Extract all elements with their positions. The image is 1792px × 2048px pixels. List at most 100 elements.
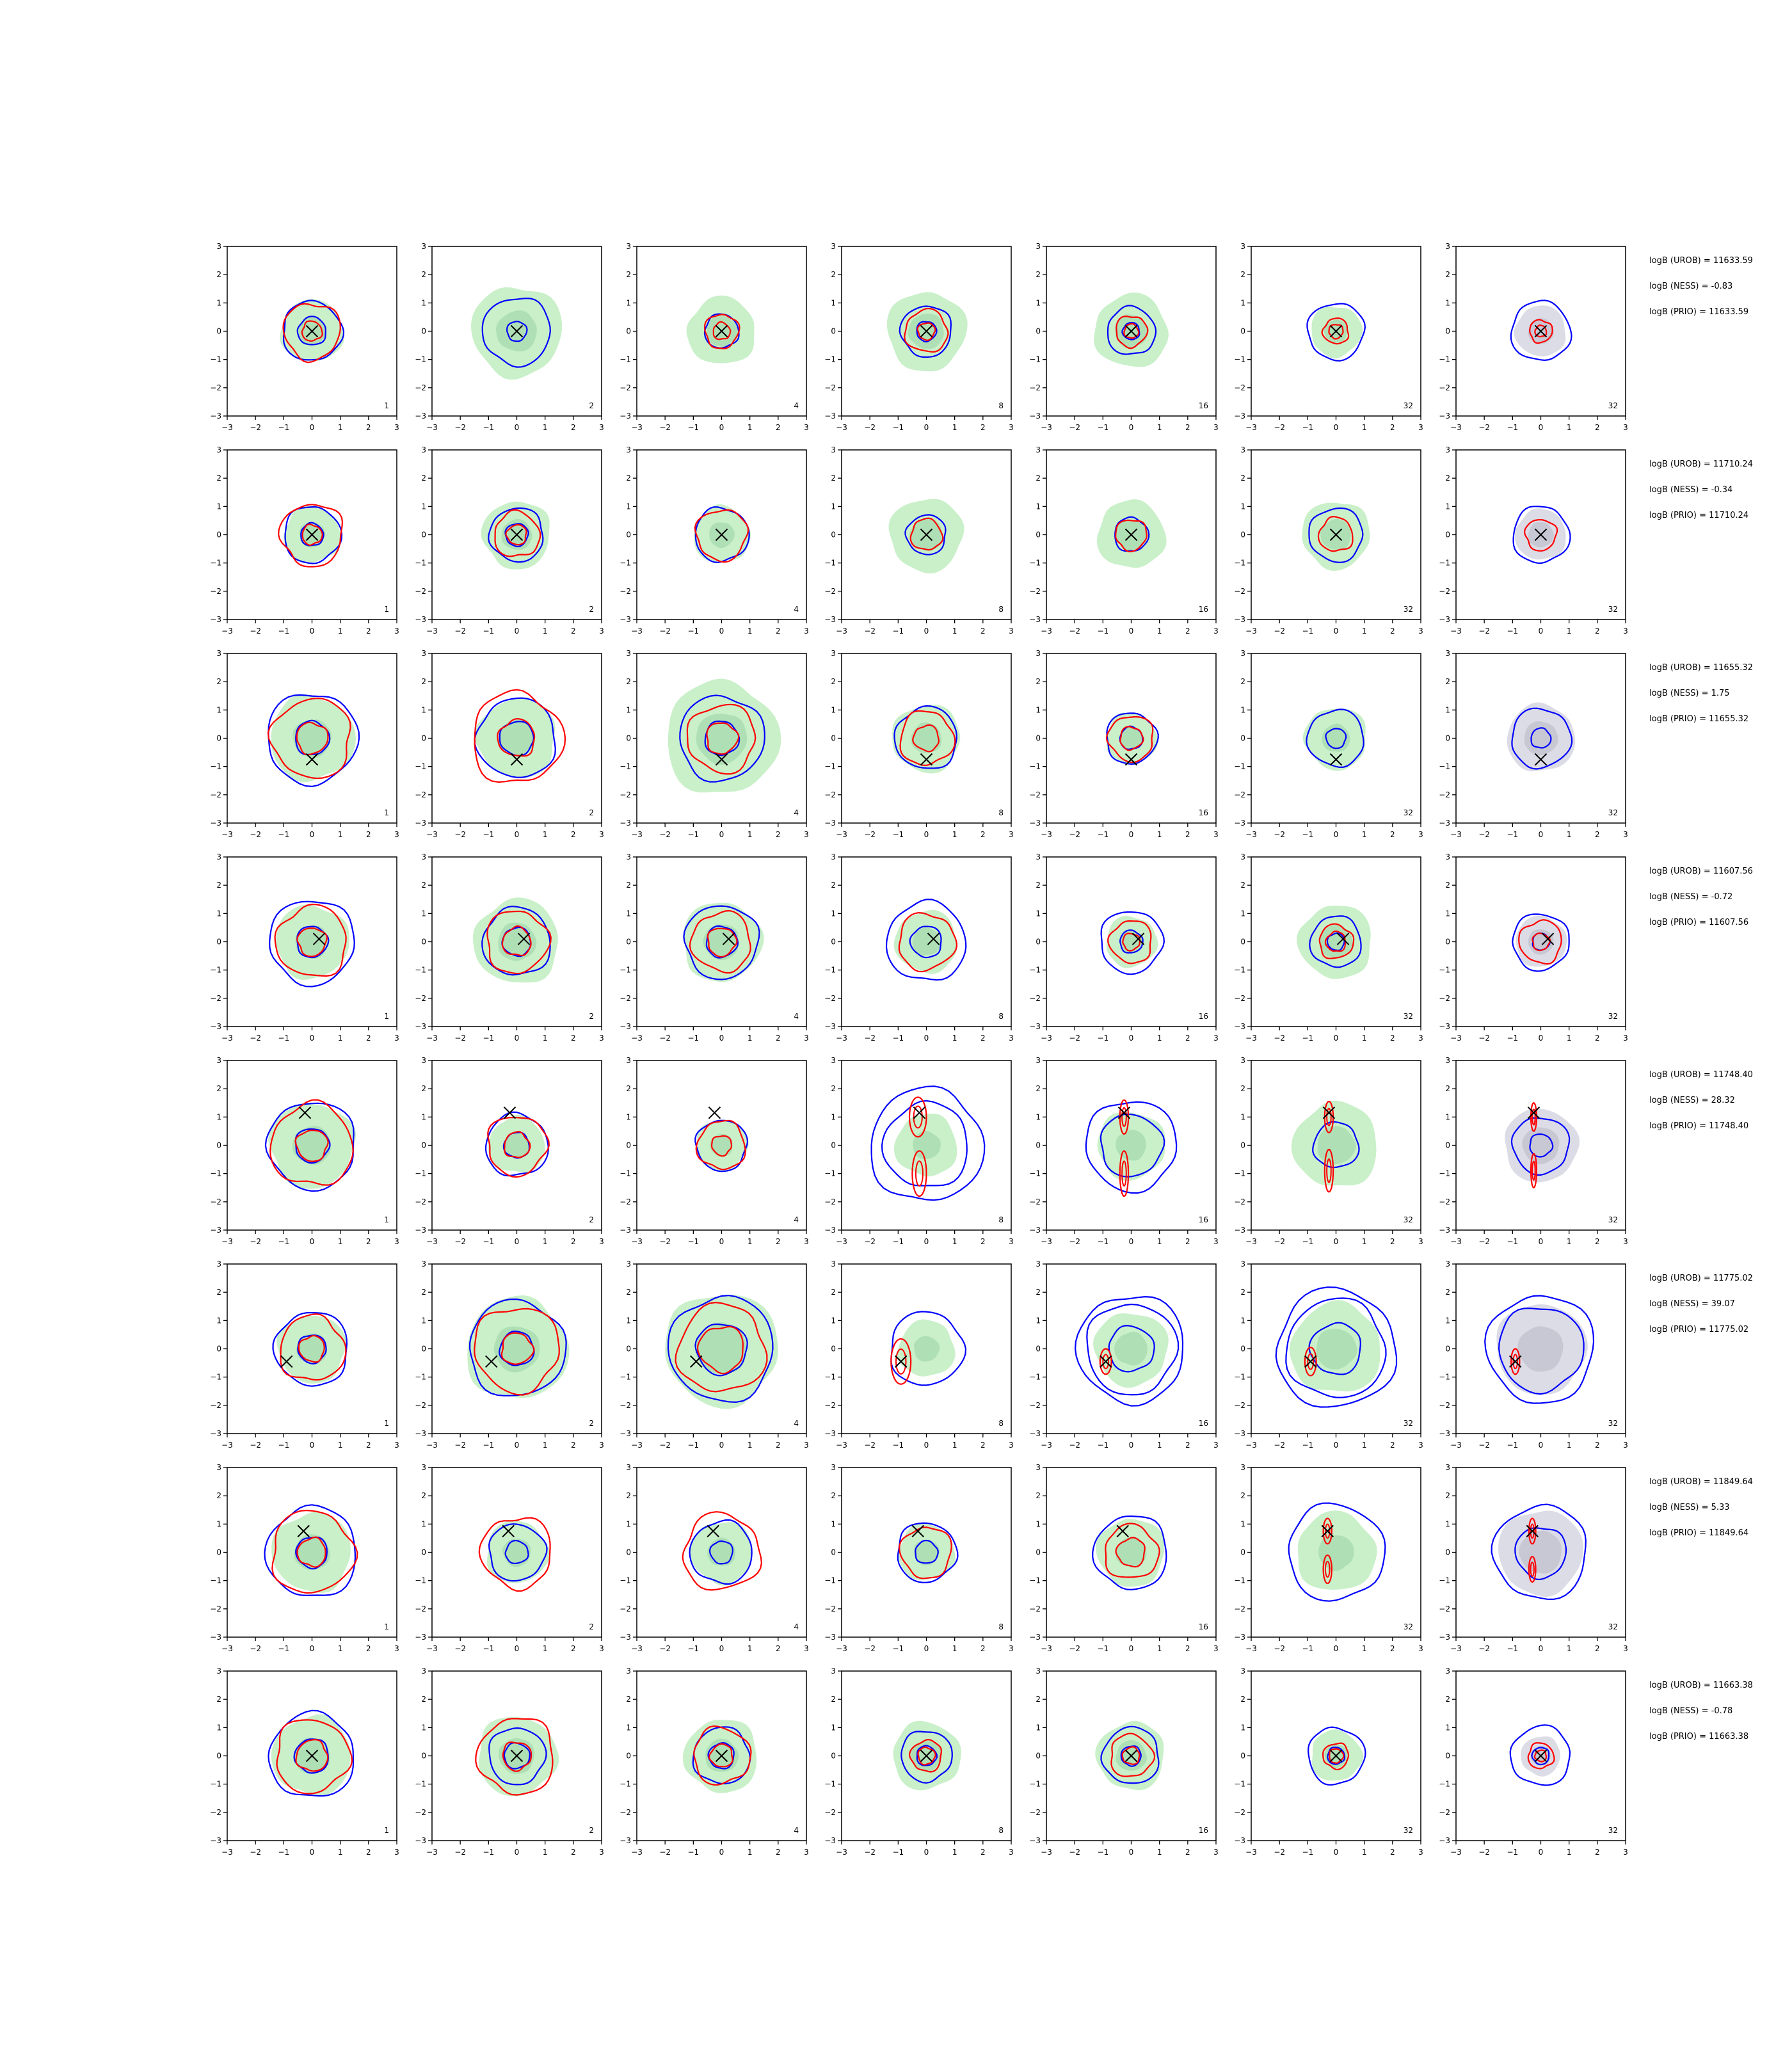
y-tick-label: −1 — [620, 355, 631, 364]
y-tick-label: 1 — [216, 1519, 221, 1528]
y-tick-label: −1 — [620, 1576, 631, 1585]
blue-contour — [499, 1330, 535, 1366]
x-tick-label: 3 — [599, 627, 604, 636]
x-tick-label: −2 — [250, 1034, 261, 1043]
x-tick-label: 0 — [1539, 627, 1544, 636]
red-contour — [1105, 716, 1154, 764]
y-tick-label: 2 — [1445, 881, 1450, 890]
panel-label: 8 — [998, 1215, 1004, 1224]
y-tick-label: −3 — [1439, 1633, 1450, 1642]
x-tick-label: 1 — [1157, 1644, 1162, 1653]
x-tick-label: −1 — [1302, 1237, 1313, 1246]
y-tick-label: 3 — [626, 1463, 631, 1472]
x-tick-label: 1 — [543, 627, 548, 636]
x-tick-label: 3 — [804, 1237, 809, 1246]
y-tick-label: 3 — [831, 1056, 836, 1065]
x-tick-label: −3 — [631, 1644, 643, 1653]
y-tick-label: 3 — [216, 242, 221, 251]
y-tick-label: −2 — [824, 1197, 836, 1206]
y-tick-label: 2 — [1036, 270, 1041, 279]
y-tick-label: −2 — [1439, 1401, 1450, 1410]
x-tick-label: −3 — [426, 627, 438, 636]
density-core — [294, 1534, 330, 1570]
y-tick-label: 2 — [1240, 1084, 1245, 1093]
blue-contour — [295, 719, 331, 756]
y-tick-label: −3 — [210, 412, 221, 420]
panel-label: 1 — [384, 401, 389, 410]
y-tick-label: 2 — [1240, 1695, 1245, 1704]
y-tick-label: 2 — [1240, 881, 1245, 890]
x-tick-label: 2 — [1390, 1644, 1395, 1653]
blue-contour — [1491, 1503, 1587, 1601]
x-tick-label: 1 — [748, 1441, 753, 1450]
blue-contour — [1514, 1527, 1567, 1581]
y-tick-label: −1 — [210, 1169, 221, 1178]
y-tick-label: 2 — [831, 881, 836, 890]
panel-label: 2 — [589, 1622, 594, 1631]
x-tick-label: −1 — [1097, 1237, 1108, 1246]
y-tick-label: 2 — [421, 881, 426, 890]
blue-contour — [1498, 1308, 1585, 1395]
red-contour — [282, 303, 341, 364]
x-tick-label: 0 — [515, 423, 520, 432]
y-tick-label: −3 — [824, 615, 836, 624]
x-tick-label: 1 — [952, 1034, 957, 1043]
density-core — [911, 722, 941, 753]
panel-label: 4 — [794, 605, 799, 614]
x-tick-label: 2 — [1390, 830, 1395, 839]
red-contour — [504, 1131, 531, 1158]
y-tick-label: −2 — [824, 1808, 836, 1817]
panel-label: 32 — [1404, 605, 1413, 614]
y-tick-label: −3 — [415, 1226, 426, 1235]
x-tick-label: 3 — [394, 1441, 399, 1450]
x-tick-label: 1 — [952, 1237, 957, 1246]
plot-area — [478, 1517, 551, 1592]
panel-r8-c4: −3−3 −2 −2 −1 −1 0 0 1 1 2 2 3 3 8 — [824, 1667, 1014, 1857]
x-tick-label: 1 — [338, 627, 343, 636]
plot-area — [1291, 1100, 1377, 1193]
x-tick-label: −1 — [1302, 627, 1313, 636]
x-tick-label: 2 — [1185, 1441, 1190, 1450]
prior-core — [1522, 1127, 1560, 1165]
red-contour-lobe-inner — [1307, 1353, 1315, 1370]
plot-area — [1095, 1720, 1164, 1791]
x-tick-label: 3 — [394, 423, 399, 432]
y-tick-label: 2 — [831, 677, 836, 686]
blue-contour — [683, 905, 760, 980]
red-contour-lobe — [1530, 1102, 1537, 1132]
red-contour — [487, 1116, 550, 1178]
y-tick-label: 0 — [421, 734, 426, 743]
x-tick-label: 2 — [366, 423, 371, 432]
panel-label: 1 — [384, 1826, 389, 1835]
x-tick-label: −2 — [250, 1848, 261, 1857]
y-tick-label: −1 — [1029, 1576, 1041, 1585]
red-contour — [899, 710, 956, 767]
blue-contour — [705, 925, 739, 959]
red-contour — [494, 509, 541, 557]
x-tick-label: 3 — [1009, 1644, 1014, 1653]
x-tick-label: 2 — [1595, 1848, 1600, 1857]
red-contour — [909, 517, 944, 551]
x-tick-label: 0 — [924, 1644, 929, 1653]
x-tick-label: −3 — [1245, 1848, 1257, 1857]
y-tick-label: 2 — [421, 474, 426, 483]
red-contour-lobe-inner — [915, 1160, 924, 1187]
blue-contour — [1509, 1724, 1571, 1786]
red-contour — [682, 1511, 763, 1591]
x-tick-label: 1 — [1362, 1848, 1367, 1857]
red-contour — [1533, 1749, 1548, 1763]
x-tick-label: 0 — [719, 1034, 724, 1043]
x-tick-label: 2 — [366, 1848, 371, 1857]
y-tick-label: 3 — [421, 1056, 426, 1065]
x-tick-label: −1 — [1507, 1848, 1518, 1857]
x-tick-label: −3 — [631, 1848, 643, 1857]
red-contour-lobe — [911, 1150, 927, 1197]
x-tick-label: 1 — [1362, 1034, 1367, 1043]
x-tick-label: 0 — [310, 1237, 315, 1246]
x-tick-label: 2 — [1390, 423, 1395, 432]
y-tick-label: −1 — [415, 762, 426, 771]
y-tick-label: −1 — [620, 966, 631, 975]
x-tick-label: 1 — [1157, 830, 1162, 839]
marker-x — [1329, 753, 1343, 766]
x-tick-label: 1 — [1567, 423, 1572, 432]
